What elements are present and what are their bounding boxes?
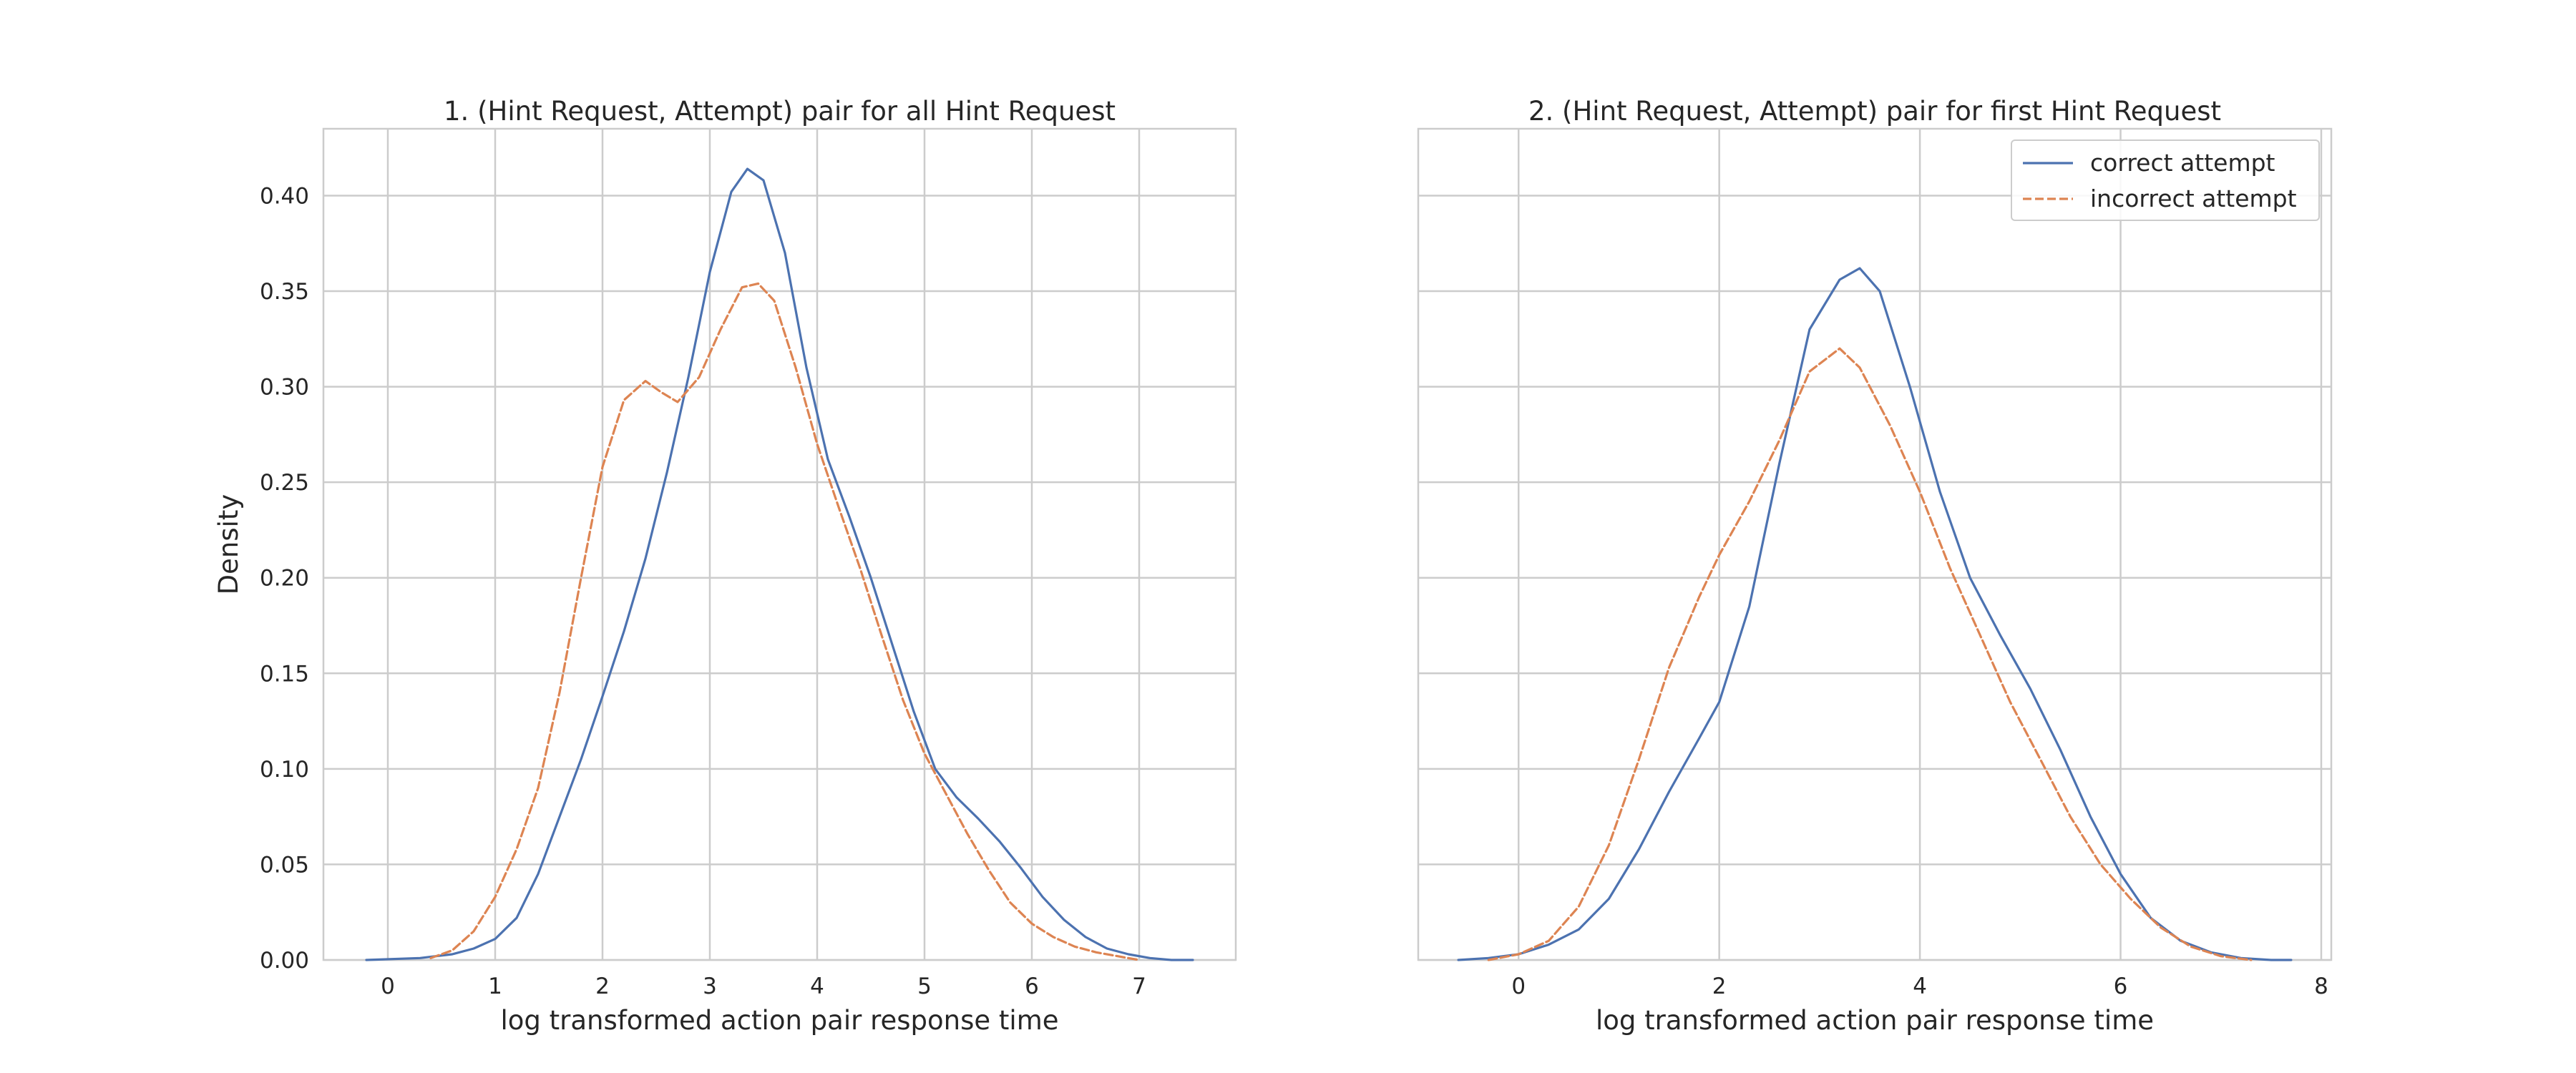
y-tick-label: 0.10: [260, 757, 309, 783]
x-axis-label: log transformed action pair response tim…: [1596, 1005, 2154, 1036]
plot-frame: [322, 127, 1237, 961]
chart-title: 2. (Hint Request, Attempt) pair for firs…: [1528, 96, 2221, 127]
y-tick-label: 0.40: [260, 183, 309, 209]
x-tick-label: 0: [381, 974, 395, 999]
x-tick-label: 3: [703, 974, 717, 999]
x-tick-label: 8: [2314, 974, 2328, 999]
y-tick-label: 0.15: [260, 661, 309, 687]
y-tick-label: 0.25: [260, 470, 309, 496]
y-tick-label: 0.05: [260, 852, 309, 878]
x-axis-label: log transformed action pair response tim…: [500, 1005, 1058, 1036]
legend-label: correct attempt: [2090, 149, 2275, 177]
x-tick-label: 6: [1025, 974, 1039, 999]
x-tick-label: 2: [1712, 974, 1727, 999]
x-tick-label: 4: [1913, 974, 1927, 999]
plot-frame: [1417, 127, 2333, 961]
series-line-incorrect: [429, 282, 1141, 961]
chart-title: 1. (Hint Request, Attempt) pair for all …: [444, 96, 1116, 127]
x-tick-label: 0: [1511, 974, 1526, 999]
y-tick-label: 0.20: [260, 566, 309, 592]
x-tick-label: 4: [810, 974, 824, 999]
panel-hint-request-first: 0 2 4 6 8 2. (Hint Request, Attempt) pair for…: [1417, 96, 2333, 1036]
x-tick-label: 7: [1132, 974, 1146, 999]
x-tick-label: 1: [488, 974, 502, 999]
series-line-correct: [1457, 267, 2293, 961]
x-tick-label: 6: [2114, 974, 2128, 999]
series-line-incorrect: [1487, 347, 2253, 961]
legend: correct attempt incorrect attempt: [2011, 139, 2320, 221]
panel-hint-request-all: 0 1 2 3 4 5 6 7 0.00 0.05 0.10 0.15 0.20 0.25 0.30 0.35…: [213, 96, 1237, 1036]
y-axis-label: Density: [213, 494, 244, 595]
series-line-correct: [365, 167, 1194, 961]
y-tick-label: 0.00: [260, 948, 309, 974]
y-tick-label: 0.35: [260, 279, 309, 305]
x-tick-label: 2: [595, 974, 610, 999]
legend-box: [2011, 139, 2320, 221]
x-tick-label: 5: [917, 974, 932, 999]
legend-label: incorrect attempt: [2090, 185, 2297, 212]
y-tick-label: 0.30: [260, 375, 309, 401]
